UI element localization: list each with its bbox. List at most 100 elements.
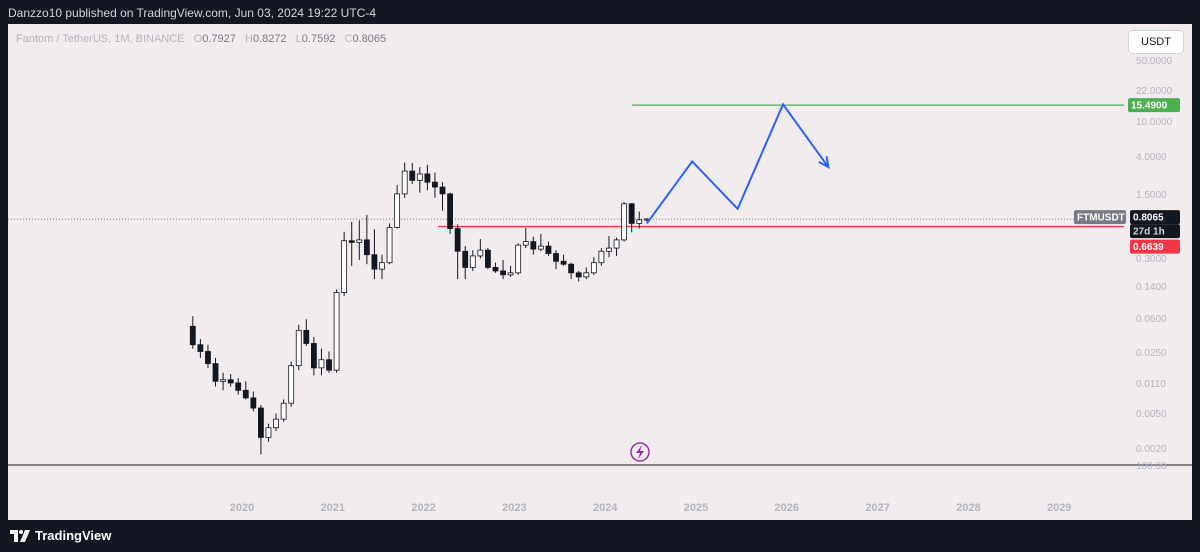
candle [545,241,552,256]
candle-body [409,170,416,181]
y-tick-label: 22.0000 [1136,86,1173,97]
candle [462,246,469,280]
symbol-description: Fantom / TetherUS, 1M, BINANCE [16,33,185,45]
candle-body [356,239,363,243]
y-tick-label: 10.0000 [1136,117,1173,128]
chart-area[interactable]: Fantom / TetherUS, 1M, BINANCE O0.7927 H… [8,24,1192,520]
candle [235,378,242,395]
candle [621,202,628,242]
candle-body [242,389,249,399]
tradingview-logo[interactable]: TradingView [10,528,111,543]
candle [303,319,310,346]
candle [333,289,340,373]
candle-body [273,418,279,429]
candle-body [189,325,196,346]
candle [636,211,643,229]
candle-body [530,241,537,250]
countdown-tag-text: 27d 1h [1133,227,1165,238]
high-label: H [244,33,253,45]
ticker-tag-text: FTMUSDT [1077,213,1125,224]
y-tick-label: 100.00 [1136,461,1167,472]
y-tick-label: 0.1400 [1136,282,1167,293]
support-tag: 0.6639 [1130,239,1180,254]
candle-body [326,359,332,371]
price-chart[interactable]: 50.000022.000010.00004.00001.50000.30000… [8,24,1192,520]
projection [646,102,830,225]
projection-arrowhead [818,156,830,170]
candle [424,164,431,191]
candle [598,248,605,266]
candle-body [575,272,582,278]
candle-body [500,270,506,276]
candle-body [310,343,317,369]
support-tag-bg [1130,239,1180,254]
candle [212,357,219,387]
candle [288,361,295,407]
high-value: 0.8272 [252,33,287,45]
currency-button[interactable]: USDT [1128,30,1184,54]
last-price-tag-text: 0.8065 [1133,213,1164,224]
candle [485,248,491,270]
ticker-tag: FTMUSDT [1074,210,1126,225]
x-tick-label: 2023 [502,502,526,514]
open-value: 0.7927 [202,33,236,45]
candle [613,237,620,256]
candle [454,224,461,280]
horizontal-lines [8,104,1124,228]
y-tick-label: 50.0000 [1136,56,1173,67]
candle [341,231,348,296]
candle [537,233,544,252]
candle-body [507,272,514,276]
candle [371,229,378,280]
low-value: 0.7592 [301,33,336,45]
y-tick-label: 0.0600 [1136,314,1167,325]
candle [401,162,408,198]
last-price-tag-bg [1130,210,1180,225]
projection-path [646,102,830,225]
tradingview-icon [10,529,30,542]
x-tick-label: 2021 [321,502,345,514]
candle [515,243,522,275]
y-tick-label: 0.0110 [1136,379,1166,390]
candle-body [424,173,431,183]
candle-body [235,382,242,391]
candle-body [462,250,469,268]
candle-body [250,397,257,409]
candle [575,270,582,282]
candle [310,336,317,376]
candle [318,348,325,376]
y-tick-label: 0.0050 [1136,409,1167,420]
candle [242,381,249,400]
candle-body [303,329,310,344]
lightning-icon[interactable] [630,442,650,462]
candle-body [379,262,385,270]
candle-body [288,365,295,404]
target-tag-bg [1128,98,1180,113]
candle-body [447,193,453,229]
candle [583,267,590,280]
candle-body [545,245,552,254]
candle-body [394,193,401,228]
candle-body [613,239,620,249]
y-tick-label: 4.0000 [1136,152,1167,163]
candle-body [469,255,476,268]
price-tags: 15.4900 FTMUSDT 0.8065 27d 1h 0.6639 [1074,98,1180,254]
x-tick-label: 2025 [684,502,708,514]
candle-body [258,407,264,438]
candle-body [386,226,393,264]
candle-body [636,219,643,224]
candle [386,223,393,265]
candle [560,254,567,266]
publish-info: Danzzo10 published on TradingView.com, J… [8,6,377,20]
candle-body [318,359,325,369]
candle [628,203,635,233]
candle-body [227,379,234,384]
candle-body [522,241,529,246]
candle [295,324,302,371]
x-tick-label: 2027 [865,502,889,514]
candle-body [265,427,272,438]
candle [227,374,234,387]
candle [553,250,559,270]
candle-body [515,244,522,274]
candle [280,399,287,422]
